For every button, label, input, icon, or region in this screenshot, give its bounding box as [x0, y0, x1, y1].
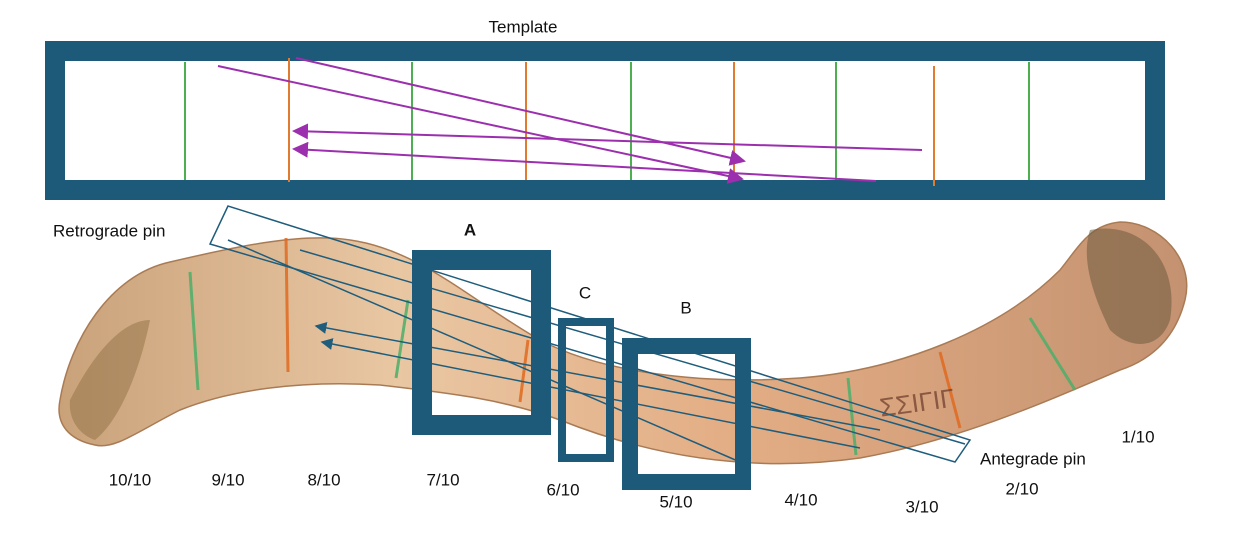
scale-label: 6/10: [546, 480, 579, 499]
scale-label: 8/10: [307, 470, 340, 489]
page: Template ΣΣIΓIΓ: [0, 0, 1250, 536]
box-label: A: [464, 220, 476, 239]
scale-label: 3/10: [905, 497, 938, 516]
scale-label: 1/10: [1121, 427, 1154, 446]
retrograde-label: Retrograde pin: [53, 221, 165, 240]
template-frame: [55, 51, 1155, 190]
scale-label: 7/10: [426, 470, 459, 489]
scale-label: 2/10: [1005, 479, 1038, 498]
figure: Template ΣΣIΓIΓ: [0, 0, 1250, 536]
template-title: Template: [489, 17, 558, 36]
antegrade-label: Antegrade pin: [980, 449, 1086, 468]
scale-label: 9/10: [211, 470, 244, 489]
scale-label: 10/10: [109, 470, 152, 489]
scale-label: 4/10: [784, 490, 817, 509]
box-label: C: [579, 283, 591, 302]
scale-label: 5/10: [659, 492, 692, 511]
box-label: B: [680, 298, 691, 317]
